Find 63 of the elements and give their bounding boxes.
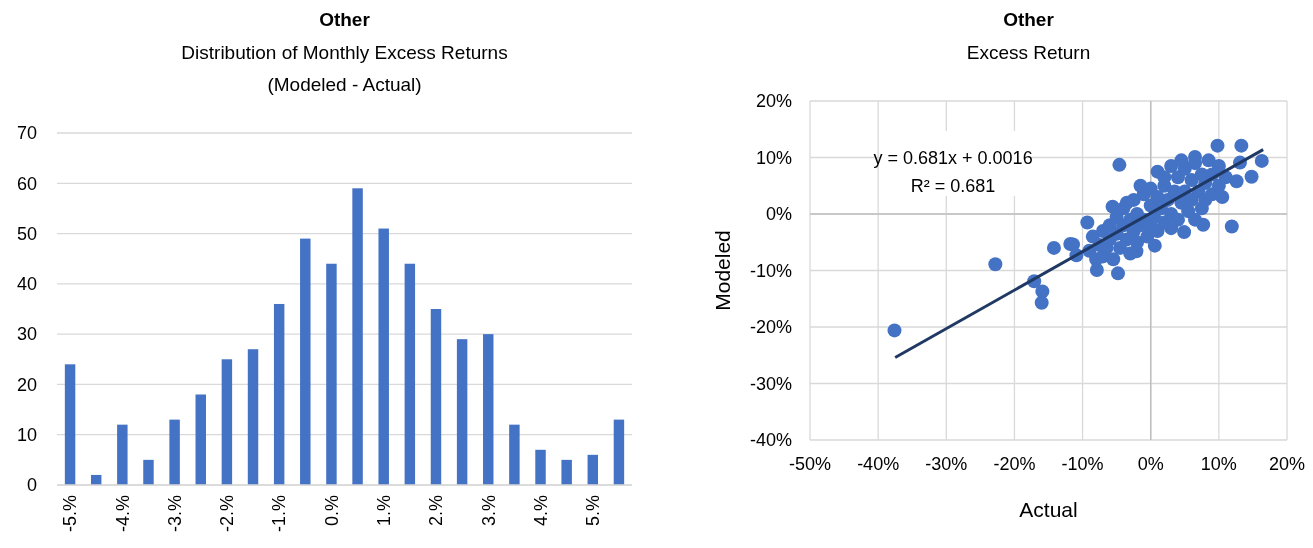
x-tick-label: -20% — [993, 454, 1036, 474]
y-tick-label: 20% — [755, 91, 792, 112]
x-tick-label: -5.% — [60, 495, 81, 533]
y-tick-label: 0 — [26, 475, 37, 496]
x-tick-label: 0.% — [321, 495, 342, 527]
x-tick-label: -40% — [857, 454, 900, 474]
y-tick-label: 10% — [755, 147, 792, 168]
y-tick-label: 20 — [16, 374, 37, 395]
bar — [404, 263, 416, 485]
x-tick-label: -30% — [925, 454, 968, 474]
x-tick-label: -10% — [1061, 454, 1104, 474]
y-tick-label: -40% — [749, 430, 792, 451]
x-tick-label: -4.% — [112, 495, 133, 533]
x-tick-label: -3.% — [164, 495, 185, 533]
x-tick-label: 3.% — [478, 495, 499, 527]
x-tick-label: 1.% — [374, 495, 394, 527]
bar — [535, 449, 546, 485]
x-axis-title: Actual — [1019, 498, 1078, 521]
chart-subtitle: Excess Return — [966, 42, 1091, 63]
y-tick-label: -30% — [749, 373, 792, 394]
bar — [352, 188, 363, 485]
chart-title: Other — [1003, 9, 1055, 30]
y-tick-label: 70 — [16, 123, 37, 144]
y-tick-label: 40 — [16, 274, 37, 295]
y-tick-label: 60 — [16, 173, 37, 194]
y-tick-label: 50 — [16, 223, 37, 244]
bar — [117, 424, 128, 485]
chart-title: Other — [319, 9, 371, 30]
annotation: R² = 0.681 — [910, 175, 996, 196]
x-tick-label: 0% — [1137, 454, 1164, 474]
bar — [64, 364, 76, 485]
x-tick-label: 5.% — [583, 495, 604, 527]
bar — [221, 359, 233, 485]
y-axis-title: Modeled — [711, 230, 734, 311]
bar — [378, 228, 389, 485]
x-tick-label: -1.% — [269, 495, 290, 533]
x-tick-label: 20% — [1268, 454, 1306, 474]
y-tick-label: -10% — [749, 260, 792, 281]
bar — [326, 263, 337, 485]
bar — [143, 459, 154, 485]
y-tick-label: 30 — [16, 324, 37, 345]
x-tick-label: 4.% — [530, 495, 551, 527]
y-tick-label: 10 — [16, 425, 37, 446]
x-tick-label: 2.% — [426, 495, 447, 527]
x-tick-label: -2.% — [217, 495, 238, 533]
annotation: y = 0.681x + 0.0016 — [873, 147, 1033, 168]
bar — [169, 419, 180, 485]
x-tick-label: 10% — [1200, 454, 1237, 474]
y-tick-label: 0% — [765, 204, 792, 225]
bar — [456, 339, 468, 485]
bar — [483, 334, 494, 485]
chart-subtitle: Distribution of Monthly Excess Returns (Modeled - Actual) — [181, 42, 508, 95]
bar — [561, 459, 572, 485]
bar — [587, 454, 599, 485]
x-tick-label: -50% — [788, 454, 832, 474]
y-tick-label: -20% — [749, 317, 792, 338]
bar — [430, 309, 442, 485]
bar — [273, 303, 285, 485]
bar — [247, 349, 259, 485]
bar — [509, 424, 520, 485]
bar — [300, 238, 311, 485]
bar — [613, 419, 625, 485]
bar — [195, 394, 206, 485]
